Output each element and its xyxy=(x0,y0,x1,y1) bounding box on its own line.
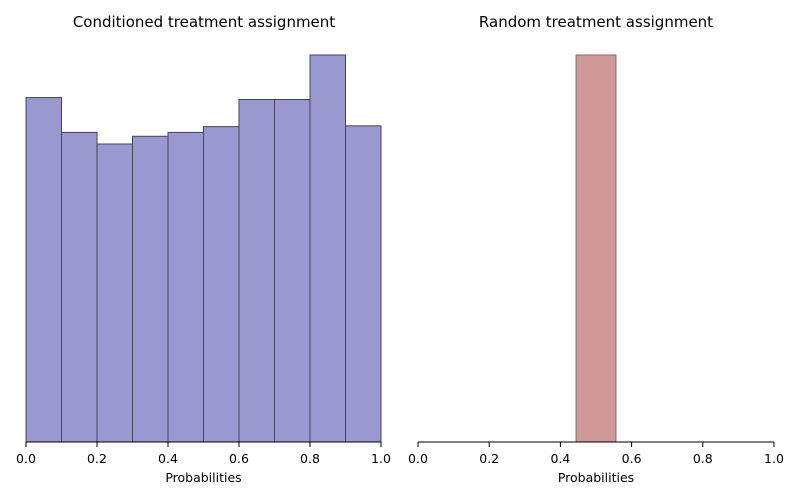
x-tick-label: 0.6 xyxy=(622,451,642,466)
histogram-bar xyxy=(132,135,169,443)
x-tick-label: 0.2 xyxy=(87,451,107,466)
x-tick-label: 0.6 xyxy=(229,451,249,466)
x-tick-label: 0.2 xyxy=(479,451,499,466)
x-tick-label: 0.0 xyxy=(408,451,428,466)
x-tick-label: 1.0 xyxy=(371,451,391,466)
right-chart-title: Random treatment assignment xyxy=(479,13,713,31)
histogram-bar xyxy=(61,131,98,443)
x-tick-label: 0.4 xyxy=(158,451,178,466)
left-histogram-panel: Conditioned treatment assignment 0.0 0.2 0… xyxy=(16,13,391,485)
left-bars xyxy=(25,54,382,443)
histogram-bar xyxy=(238,99,275,443)
right-x-ticks: 0.0 0.2 0.4 0.6 0.8 1.0 xyxy=(408,442,784,466)
histogram-bar xyxy=(96,143,133,443)
histogram-bar xyxy=(575,54,617,443)
histogram-bar xyxy=(203,126,240,443)
x-tick-label: 1.0 xyxy=(764,451,784,466)
histogram-bar xyxy=(25,97,62,443)
left-chart-title: Conditioned treatment assignment xyxy=(73,13,335,31)
x-tick-label: 0.0 xyxy=(16,451,36,466)
left-x-axis-label: Probabilities xyxy=(165,470,241,485)
histogram-bar xyxy=(274,99,311,443)
right-x-axis-label: Probabilities xyxy=(558,470,634,485)
histogram-bar xyxy=(309,54,346,443)
histogram-bar xyxy=(167,131,204,443)
x-tick-label: 0.8 xyxy=(693,451,713,466)
x-tick-label: 0.4 xyxy=(550,451,570,466)
histogram-bar xyxy=(345,125,382,443)
x-tick-label: 0.8 xyxy=(300,451,320,466)
right-histogram-panel: Random treatment assignment 0.0 0.2 0.4 0.6… xyxy=(408,13,784,485)
right-bars xyxy=(575,54,617,443)
left-x-ticks: 0.0 0.2 0.4 0.6 0.8 1.0 xyxy=(16,442,391,466)
